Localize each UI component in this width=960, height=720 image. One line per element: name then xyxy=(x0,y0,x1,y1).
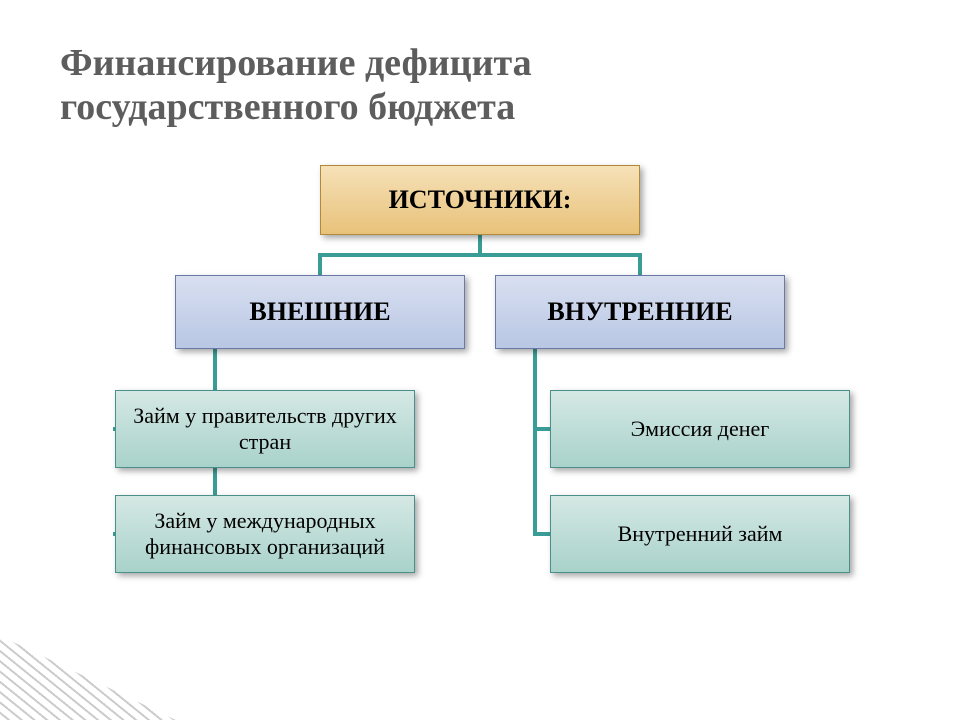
title-line-1: Финансирование дефицита xyxy=(60,42,860,86)
leaf-node-2: Эмиссия денег xyxy=(550,390,850,468)
slide: Финансирование дефицита государственного… xyxy=(0,0,960,720)
hatch-pattern xyxy=(0,547,230,720)
leaf-node-3: Внутренний займ xyxy=(550,495,850,573)
slide-title: Финансирование дефицита государственного… xyxy=(60,42,860,129)
root-node-label: ИСТОЧНИКИ: xyxy=(389,185,572,215)
leaf-node-0: Займ у правительств других стран xyxy=(115,390,415,468)
level2-label-external: ВНЕШНИЕ xyxy=(249,297,390,327)
corner-decoration xyxy=(0,547,230,720)
leaf-label-3: Внутренний займ xyxy=(618,521,783,547)
level2-node-external: ВНЕШНИЕ xyxy=(175,275,465,349)
level2-node-internal: ВНУТРЕННИЕ xyxy=(495,275,785,349)
level2-label-internal: ВНУТРЕННИЕ xyxy=(547,297,732,327)
leaf-label-2: Эмиссия денег xyxy=(631,416,770,442)
root-node: ИСТОЧНИКИ: xyxy=(320,165,640,235)
title-line-2: государственного бюджета xyxy=(60,86,860,130)
leaf-label-0: Займ у правительств других стран xyxy=(122,403,408,455)
